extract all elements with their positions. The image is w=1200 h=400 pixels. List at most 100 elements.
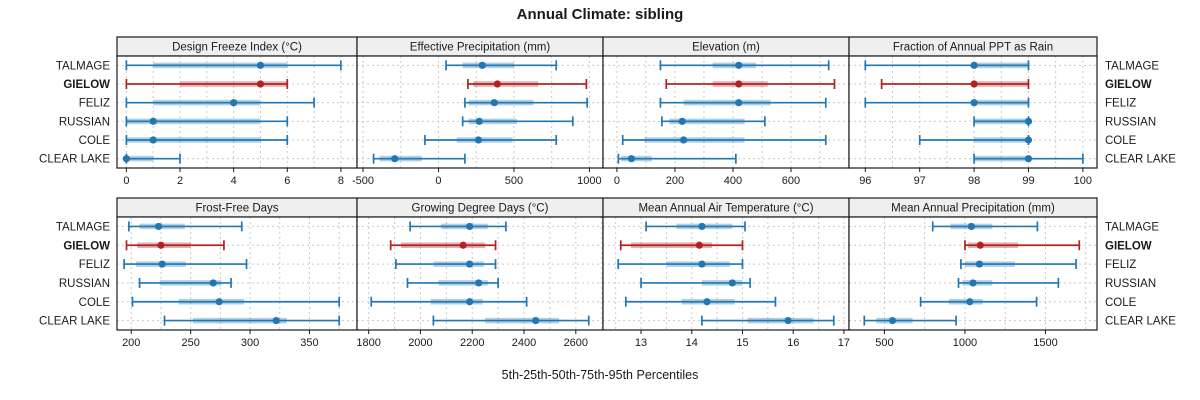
axis-tick-label: 1800 [356, 337, 380, 349]
axis-tick-label: 0 [435, 175, 441, 187]
median-dot [256, 61, 265, 69]
series-gielow [467, 79, 588, 89]
median-dot [976, 241, 984, 249]
panel-bg [849, 56, 1097, 168]
axis-tick-label: 200 [122, 337, 140, 349]
series-talmage [125, 60, 342, 71]
series-russian [973, 116, 1033, 127]
panel-title: Elevation (m) [692, 42, 760, 54]
site-label-right-feliz: FELIZ [1105, 98, 1136, 110]
series-gielow [125, 240, 225, 251]
series-talmage [864, 60, 1030, 71]
series-clear-lake [973, 153, 1084, 164]
panel-effective-precipitation-mm: Effective Precipitation (mm) -500 0 500 1000 [352, 36, 604, 187]
series-gielow [964, 240, 1081, 251]
axis-tick-label: 16 [787, 337, 799, 349]
median-dot [475, 117, 483, 125]
median-dot [209, 279, 217, 287]
axis-tick-label: 97 [914, 175, 926, 187]
site-label-left-cole: COLE [79, 297, 111, 309]
median-dot [680, 136, 688, 144]
site-label-right-russian: RUSSIAN [1105, 116, 1156, 128]
series-feliz [659, 97, 827, 108]
series-clear-lake [701, 315, 835, 326]
median-dot [735, 80, 743, 88]
series-feliz [394, 259, 497, 270]
series-talmage [409, 221, 507, 232]
series-russian [125, 116, 289, 127]
median-dot [157, 241, 165, 249]
axis-tick-label: 400 [724, 175, 742, 187]
axis-tick-label: 2400 [512, 337, 536, 349]
median-dot [149, 117, 157, 125]
site-label-right-cole: COLE [1105, 297, 1137, 309]
axis-tick-label: 2 [177, 175, 183, 187]
panel-title: Growing Degree Days (°C) [412, 203, 549, 215]
site-label-right-russian: RUSSIAN [1105, 278, 1156, 290]
panel-mean-annual-precipitation-mm: Mean Annual Precipitation (mm) 500 1000 150… [848, 197, 1098, 349]
median-dot [490, 99, 498, 107]
axis-tick-label: 2600 [564, 337, 588, 349]
site-label-left-feliz: FELIZ [79, 259, 110, 271]
site-label-right-cole: COLE [1105, 135, 1137, 147]
axis-tick-label: 17 [838, 337, 850, 349]
site-label-right-gielow: GIELOW [1105, 240, 1152, 252]
axis-tick-label: 4 [231, 175, 237, 187]
site-label-left-russian: RUSSIAN [59, 116, 110, 128]
series-feliz [617, 259, 744, 270]
median-dot [728, 279, 736, 287]
series-clear-lake [432, 315, 590, 326]
median-dot [272, 316, 280, 325]
series-clear-lake [163, 315, 341, 326]
panel-title: Design Freeze Index (°C) [172, 42, 302, 54]
axis-tick-label: -500 [352, 175, 374, 187]
series-russian [957, 277, 1060, 288]
median-dot [695, 241, 703, 249]
site-label-left-clear-lake: CLEAR LAKE [39, 316, 110, 328]
panel-bg [357, 56, 603, 168]
median-dot [698, 260, 706, 268]
site-label-right-clear-lake: CLEAR LAKE [1105, 316, 1176, 328]
panel-title: Mean Annual Air Temperature (°C) [638, 203, 813, 215]
axis-tick-label: 96 [859, 175, 871, 187]
median-dot [970, 80, 978, 88]
series-cole [131, 296, 341, 307]
panel-border [848, 216, 1098, 331]
median-dot [532, 316, 540, 325]
median-dot [475, 279, 483, 287]
median-dot [967, 222, 975, 231]
median-dot [970, 99, 978, 107]
panel-grid: TALMAGE TALMAGE GIELOW GIELOW FELIZ FELIZ RUSS… [39, 36, 1176, 349]
panel-title: Frost-Free Days [195, 203, 278, 215]
series-talmage [931, 221, 1039, 232]
median-dot [969, 279, 977, 287]
median-dot [474, 136, 483, 144]
axis-tick-label: 200 [666, 175, 684, 187]
series-clear-lake [372, 153, 466, 164]
panel-bg [117, 56, 357, 168]
panel-design-freeze-index-c: Design Freeze Index (°C) 0 2 4 6 8 [116, 36, 358, 187]
site-label-left-gielow: GIELOW [63, 240, 110, 252]
panel-mean-annual-air-temperature-c: Mean Annual Air Temperature (°C) 13 14 15 16… [602, 197, 850, 349]
site-label-right-talmage: TALMAGE [1105, 221, 1159, 233]
series-cole [370, 296, 528, 307]
site-label-left-cole: COLE [79, 135, 111, 147]
axis-tick-label: 300 [241, 337, 259, 349]
median-dot [493, 80, 501, 88]
axis-tick-label: 13 [635, 337, 647, 349]
median-dot [149, 136, 157, 144]
series-clear-lake [122, 153, 181, 164]
series-russian [640, 277, 751, 288]
axis-tick-label: 0 [614, 175, 620, 187]
site-label-left-talmage: TALMAGE [56, 221, 110, 233]
axis-tick-label: 600 [782, 175, 800, 187]
axis-tick-label: 2200 [460, 337, 484, 349]
median-dot [391, 155, 399, 163]
axis-tick-label: 2000 [408, 337, 432, 349]
median-dot [1024, 136, 1033, 144]
median-dot [466, 260, 474, 268]
panel-title: Fraction of Annual PPT as Rain [893, 42, 1053, 54]
median-dot [735, 99, 743, 107]
series-feliz [123, 259, 248, 270]
